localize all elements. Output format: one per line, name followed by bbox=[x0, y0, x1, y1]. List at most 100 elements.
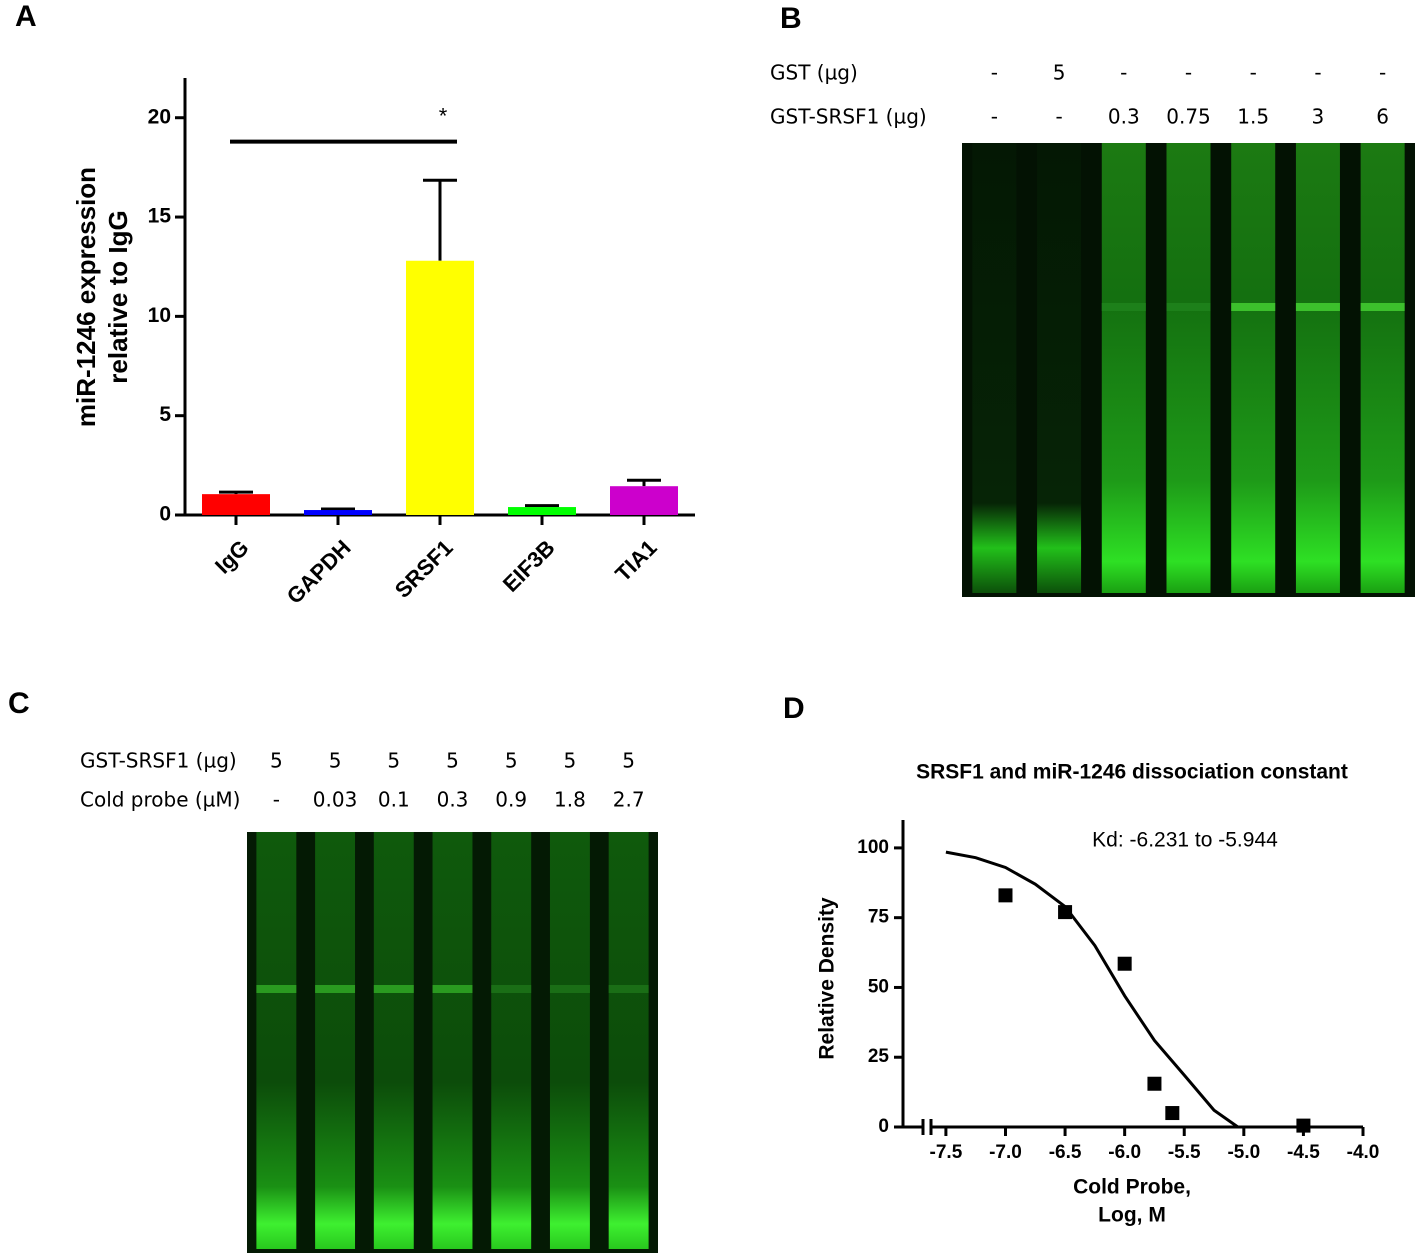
y-tick-label: 20 bbox=[148, 105, 171, 128]
panel-letter: C bbox=[8, 687, 30, 720]
lane-label: - bbox=[1379, 61, 1386, 85]
gel-lane bbox=[491, 832, 532, 1249]
lane-label: - bbox=[1185, 61, 1192, 85]
gel-band bbox=[1101, 303, 1146, 311]
gel-lane bbox=[373, 832, 414, 1249]
y-tick-label: 0 bbox=[159, 503, 171, 526]
fit-curve bbox=[945, 850, 1239, 1129]
lane-label: 0.03 bbox=[313, 788, 358, 812]
x-tick-label: -7.0 bbox=[989, 1142, 1022, 1163]
y-axis-label: miR-1246 expression bbox=[71, 167, 101, 427]
gel-band bbox=[1295, 303, 1340, 311]
lane-label: - bbox=[273, 788, 280, 812]
lane-label: 0.9 bbox=[495, 788, 527, 812]
gel-band bbox=[256, 985, 297, 993]
point bbox=[1058, 905, 1073, 920]
gel-lane bbox=[608, 832, 649, 1249]
x-tick-label: EIF3B bbox=[498, 535, 560, 597]
lane-label: 5 bbox=[1053, 61, 1066, 85]
point bbox=[1117, 956, 1132, 971]
gel-lane bbox=[1037, 143, 1082, 593]
gel-band bbox=[549, 985, 590, 993]
x-tick-label: -6.5 bbox=[1049, 1142, 1082, 1163]
chart-title: SRSF1 and miR-1246 dissociation constant bbox=[916, 761, 1348, 784]
gel-lane bbox=[256, 832, 297, 1249]
gel-lane bbox=[1101, 143, 1146, 593]
lane-label: 0.3 bbox=[437, 788, 469, 812]
lane-label: - bbox=[1314, 61, 1321, 85]
y-axis-label: relative to IgG bbox=[103, 210, 133, 383]
y-tick-label: 50 bbox=[868, 976, 889, 997]
gel-lane bbox=[549, 832, 590, 1249]
gel-band bbox=[1166, 303, 1211, 311]
lane-label: - bbox=[1055, 105, 1062, 129]
gel-lane bbox=[1360, 143, 1405, 593]
y-tick-label: 75 bbox=[868, 907, 890, 928]
gel-lane bbox=[972, 143, 1017, 593]
lane-label: 5 bbox=[564, 749, 577, 773]
row-label: GST (µg) bbox=[770, 61, 858, 85]
panel-letter: D bbox=[783, 692, 805, 725]
bar bbox=[406, 260, 474, 515]
bar bbox=[508, 507, 576, 515]
lane-label: - bbox=[1120, 61, 1127, 85]
point bbox=[1147, 1076, 1162, 1091]
gel-lane bbox=[1295, 143, 1340, 593]
bar bbox=[304, 510, 372, 515]
point bbox=[998, 888, 1013, 903]
y-tick-label: 100 bbox=[857, 837, 889, 858]
y-tick-label: 0 bbox=[878, 1116, 889, 1137]
lane-label: - bbox=[991, 105, 998, 129]
lane-label: 2.7 bbox=[613, 788, 645, 812]
y-tick-label: 10 bbox=[148, 304, 171, 327]
gel-lane bbox=[315, 832, 356, 1249]
bar bbox=[610, 486, 678, 515]
bar bbox=[202, 494, 270, 515]
gel-band bbox=[491, 985, 532, 993]
lane-label: 5 bbox=[329, 749, 342, 773]
gel-band bbox=[315, 985, 356, 993]
gel-lane bbox=[1166, 143, 1211, 593]
x-tick-label: -4.0 bbox=[1347, 1142, 1380, 1163]
lane-label: 3 bbox=[1312, 105, 1325, 129]
x-axis-label: Cold Probe, bbox=[1073, 1176, 1191, 1199]
lane-label: 5 bbox=[505, 749, 518, 773]
x-tick-label: IgG bbox=[210, 535, 254, 579]
lane-label: 5 bbox=[270, 749, 283, 773]
lane-label: 0.1 bbox=[378, 788, 410, 812]
gel-lane bbox=[1231, 143, 1276, 593]
panel-letter: A bbox=[15, 0, 37, 33]
gel-band bbox=[608, 985, 649, 993]
lane-label: 0.3 bbox=[1108, 105, 1140, 129]
lane-label: 1.5 bbox=[1237, 105, 1269, 129]
annotation: Kd: -6.231 to -5.944 bbox=[1092, 829, 1278, 852]
gel-band bbox=[373, 985, 414, 993]
y-tick-label: 15 bbox=[148, 205, 172, 228]
x-tick-label: -5.5 bbox=[1168, 1142, 1201, 1163]
x-tick-label: GAPDH bbox=[282, 535, 356, 609]
panel-letter: B bbox=[780, 2, 802, 35]
y-axis-label: Relative Density bbox=[816, 897, 839, 1060]
lane-label: - bbox=[1250, 61, 1257, 85]
lane-label: 5 bbox=[387, 749, 400, 773]
x-axis-label: Log, M bbox=[1098, 1204, 1166, 1227]
gel-band bbox=[1360, 303, 1405, 311]
lane-label: 1.8 bbox=[554, 788, 586, 812]
row-label: GST-SRSF1 (µg) bbox=[770, 105, 927, 129]
lane-label: 5 bbox=[622, 749, 635, 773]
x-tick-label: SRSF1 bbox=[390, 535, 458, 603]
gel-band bbox=[1231, 303, 1276, 311]
x-tick-label: -5.0 bbox=[1227, 1142, 1260, 1163]
lane-label: 5 bbox=[446, 749, 459, 773]
gel-lane bbox=[432, 832, 473, 1249]
row-label: GST-SRSF1 (µg) bbox=[80, 749, 237, 773]
x-tick-label: TIA1 bbox=[610, 535, 661, 586]
significance-label: * bbox=[439, 103, 448, 128]
y-tick-label: 25 bbox=[868, 1046, 890, 1067]
x-tick-label: -4.5 bbox=[1287, 1142, 1320, 1163]
x-tick-label: -6.0 bbox=[1108, 1142, 1141, 1163]
y-tick-label: 5 bbox=[159, 403, 171, 426]
row-label: Cold probe (µM) bbox=[80, 788, 240, 812]
